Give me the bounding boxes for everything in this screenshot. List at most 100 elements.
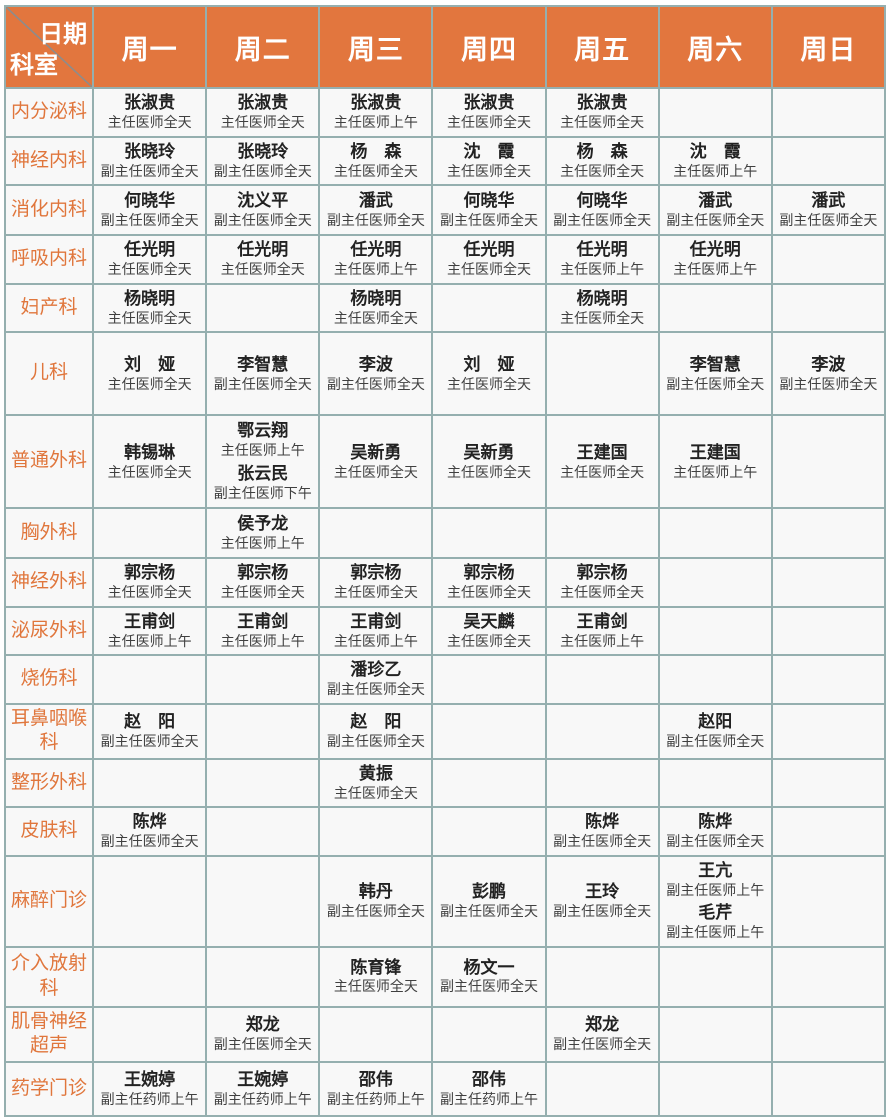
duty-cell <box>657 282 773 334</box>
schedule-row: 介入放射科 陈育锋 主任医师全天 杨文一 副主任医师全天 <box>3 945 887 1008</box>
schedule-row: 泌尿外科 王甫剑 主任医师上午 王甫剑 主任医师上午 王甫剑 主任医师上午 吴天麟 主任医师全天… <box>3 605 887 657</box>
duty-cell: 陈烨 副主任医师全天 <box>544 806 660 857</box>
duty-cell <box>657 1005 773 1064</box>
duty-entry: 郭宗杨 主任医师全天 <box>209 561 316 603</box>
doctor-name: 赵 阳 <box>124 712 176 732</box>
duty-cell <box>92 654 208 705</box>
doctor-title-shift: 副主任医师上午 <box>666 883 765 899</box>
schedule-row: 儿科刘 娅主任医师全天 李智慧 副主任医师全天 李波 副主任医师全天刘 娅主任医师全天李… <box>3 331 887 417</box>
schedule-row: 皮肤科 陈烨 副主任医师全天 陈烨 副主任医师全天 陈烨 副主任医师全天 <box>3 806 887 857</box>
duty-entry: 张晓玲 副主任医师全天 <box>209 140 316 182</box>
doctor-name: 郑龙 <box>245 1015 280 1035</box>
department-cell: 呼吸内科 <box>3 234 95 285</box>
duty-cell <box>770 507 887 560</box>
duty-entry: 赵阳 副主任医师全天 <box>662 710 769 752</box>
doctor-title-shift: 副主任医师全天 <box>440 214 539 230</box>
duty-cell: 任光明 主任医师全天 <box>92 234 208 285</box>
duty-entry: 张晓玲 副主任医师全天 <box>96 140 203 182</box>
duty-entry: 赵 阳副主任医师全天 <box>96 710 203 752</box>
doctor-name: 何晓华 <box>463 191 515 211</box>
corner-header-cell: 日期 科室 <box>3 5 95 89</box>
duty-entry: 王婉婷 副主任药师上午 <box>209 1068 316 1110</box>
duty-cell: 李波 副主任医师全天 <box>318 331 434 417</box>
doctor-name: 王甫剑 <box>237 611 289 631</box>
duty-cell <box>770 557 887 608</box>
schedule-row: 神经内科 张晓玲 副主任医师全天 张晓玲 副主任医师全天杨 森主任医师全天沈 霞主任医师… <box>3 135 887 187</box>
doctor-name: 张淑贵 <box>463 93 515 113</box>
doctor-name: 张晓玲 <box>237 142 289 161</box>
doctor-title-shift: 副主任医师全天 <box>666 377 765 393</box>
duty-cell <box>92 1005 208 1064</box>
doctor-name: 张淑贵 <box>237 93 289 113</box>
doctor-name: 任光明 <box>689 240 741 260</box>
duty-entry: 韩锡琳 主任医师全天 <box>96 441 203 483</box>
doctor-title-shift: 主任医师上午 <box>220 537 305 553</box>
duty-cell: 邵伟 副主任药师上午 <box>431 1061 547 1117</box>
duty-cell: 王甫剑 主任医师上午 <box>318 605 434 657</box>
doctor-name: 任光明 <box>463 240 515 260</box>
doctor-name: 鄂云翔 <box>237 421 289 441</box>
doctor-title-shift: 主任医师全天 <box>107 377 192 393</box>
duty-cell <box>431 1005 547 1064</box>
duty-cell <box>770 945 887 1008</box>
doctor-title-shift: 副主任医师全天 <box>100 735 199 751</box>
duty-cell: 邵伟 副主任药师上午 <box>318 1061 434 1117</box>
duty-entry: 刘 娅主任医师全天 <box>96 353 203 395</box>
duty-cell: 张淑贵 主任医师全天 <box>544 87 660 138</box>
doctor-name: 刘 娅 <box>463 354 515 374</box>
duty-cell <box>544 702 660 761</box>
doctor-title-shift: 主任医师全天 <box>447 263 532 279</box>
duty-cell <box>770 282 887 334</box>
duty-cell: 吴新勇 主任医师全天 <box>318 414 434 510</box>
duty-cell: 杨晓明 主任医师全天 <box>544 282 660 334</box>
doctor-name: 杨文一 <box>463 957 515 977</box>
duty-cell: 张淑贵 主任医师全天 <box>205 87 321 138</box>
doctor-title-shift: 主任医师上午 <box>220 444 305 460</box>
duty-cell <box>205 702 321 761</box>
duty-entry: 杨文一 副主任医师全天 <box>435 956 542 998</box>
schedule-row: 妇产科 杨晓明 主任医师全天 杨晓明 主任医师全天 杨晓明 主任医师全天 <box>3 282 887 334</box>
doctor-title-shift: 副主任医师全天 <box>213 214 312 230</box>
duty-cell <box>770 702 887 761</box>
doctor-name: 彭鹏 <box>472 882 507 902</box>
duty-entry: 吴新勇 主任医师全天 <box>322 441 429 483</box>
schedule-row: 普通外科 韩锡琳 主任医师全天 鄂云翔 主任医师上午 张云民 副主任医师下午 吴新勇 主任医师全… <box>3 414 887 510</box>
duty-cell <box>318 1005 434 1064</box>
duty-cell: 张淑贵 主任医师全天 <box>431 87 547 138</box>
department-cell: 皮肤科 <box>3 806 95 857</box>
duty-entry: 张淑贵 主任医师上午 <box>322 91 429 133</box>
duty-entry: 王甫剑 主任医师上午 <box>322 610 429 652</box>
doctor-name: 侯予龙 <box>237 514 289 534</box>
doctor-name: 张淑贵 <box>576 93 628 113</box>
duty-cell: 王亢 副主任医师上午 毛芹 副主任医师上午 <box>657 854 773 948</box>
doctor-name: 刘 娅 <box>124 354 176 374</box>
duty-cell: 张淑贵 主任医师全天 <box>92 87 208 138</box>
duty-cell: 陈育锋 主任医师全天 <box>318 945 434 1008</box>
duty-entry: 王亢 副主任医师上午 <box>662 859 769 901</box>
doctor-name: 潘珍乙 <box>350 660 402 680</box>
duty-cell: 郑龙 副主任医师全天 <box>544 1005 660 1064</box>
duty-entry: 杨 森主任医师全天 <box>322 140 429 182</box>
duty-entry: 韩丹 副主任医师全天 <box>322 880 429 922</box>
department-cell: 药学门诊 <box>3 1061 95 1117</box>
duty-cell: 杨 森主任医师全天 <box>318 135 434 187</box>
doctor-title-shift: 主任医师上午 <box>107 634 192 650</box>
duty-entry: 李波 副主任医师全天 <box>775 353 882 395</box>
duty-cell: 赵 阳副主任医师全天 <box>318 702 434 761</box>
department-cell: 介入放射科 <box>3 945 95 1008</box>
duty-cell: 潘珍乙 副主任医师全天 <box>318 654 434 705</box>
duty-entry: 刘 娅主任医师全天 <box>435 353 542 395</box>
schedule-row: 耳鼻咽喉科赵 阳副主任医师全天赵 阳副主任医师全天 赵阳 副主任医师全天 <box>3 702 887 761</box>
doctor-title-shift: 副主任医师全天 <box>100 835 199 851</box>
doctor-title-shift: 副主任医师全天 <box>779 214 878 230</box>
duty-cell: 黄振 主任医师全天 <box>318 757 434 809</box>
doctor-name: 张云民 <box>237 463 289 483</box>
doctor-name: 何晓华 <box>124 191 176 211</box>
duty-entry: 彭鹏 副主任医师全天 <box>435 880 542 922</box>
duty-cell <box>92 757 208 809</box>
duty-entry: 邵伟 副主任药师上午 <box>322 1068 429 1110</box>
doctor-name: 韩丹 <box>358 882 393 902</box>
doctor-title-shift: 主任医师全天 <box>107 116 192 132</box>
doctor-title-shift: 副主任医师全天 <box>326 214 425 230</box>
duty-cell: 沈 霞主任医师上午 <box>657 135 773 187</box>
